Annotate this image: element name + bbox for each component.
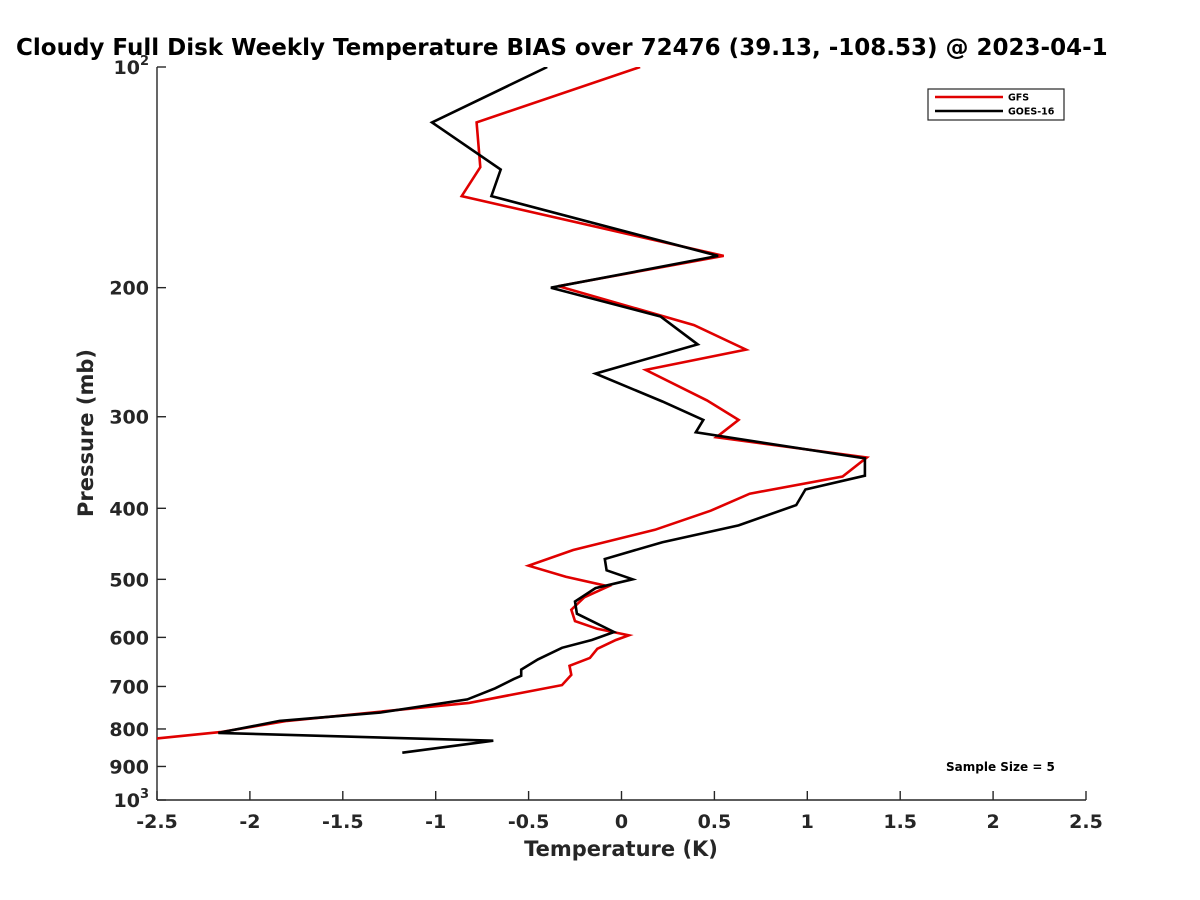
legend-box [927, 88, 1065, 121]
sample-size-annotation: Sample Size = 5 [946, 760, 1055, 774]
y-tick-label: 400 [109, 498, 149, 520]
y-tick-label: 200 [109, 278, 149, 300]
x-tick-label: -1 [425, 811, 446, 833]
y-tick-label: 300 [109, 407, 149, 429]
y-tick-label: 103 [114, 787, 150, 812]
x-tick-label: 2 [986, 811, 999, 833]
x-tick-label: 1 [801, 811, 814, 833]
x-tick-label: 0 [615, 811, 628, 833]
x-tick-label: 0.5 [698, 811, 732, 833]
y-axis-label: Pressure (mb) [74, 349, 98, 517]
x-tick-label: -0.5 [508, 811, 550, 833]
series-line-goes16 [218, 67, 867, 754]
y-tick-label: 800 [109, 719, 149, 741]
y-tick-label: 102 [114, 54, 150, 79]
legend: GFS GOES-16 [927, 88, 1065, 121]
legend-label-gfs: GFS [1008, 93, 1029, 104]
y-axis-ticks: 102 200 300 400 500 600 700 800 900 103 [109, 54, 166, 812]
y-tick-label: 700 [109, 676, 149, 698]
y-tick-label: 500 [109, 569, 149, 591]
series-layer [157, 67, 871, 754]
x-axis-ticks: -2.5 -2 -1.5 -1 -0.5 0 0.5 1 1.5 2 2.5 [136, 791, 1103, 833]
x-axis-label: Temperature (K) [524, 837, 718, 861]
x-tick-label: 2.5 [1069, 811, 1103, 833]
chart-title: Cloudy Full Disk Weekly Temperature BIAS… [16, 35, 1108, 61]
x-tick-label: -2.5 [136, 811, 178, 833]
x-tick-label: -1.5 [322, 811, 364, 833]
legend-label-goes16: GOES-16 [1008, 107, 1055, 118]
y-tick-label: 900 [109, 756, 149, 778]
x-tick-label: -2 [239, 811, 260, 833]
y-tick-label: 600 [109, 627, 149, 649]
x-tick-label: 1.5 [883, 811, 917, 833]
series-line-gfs [157, 67, 871, 740]
